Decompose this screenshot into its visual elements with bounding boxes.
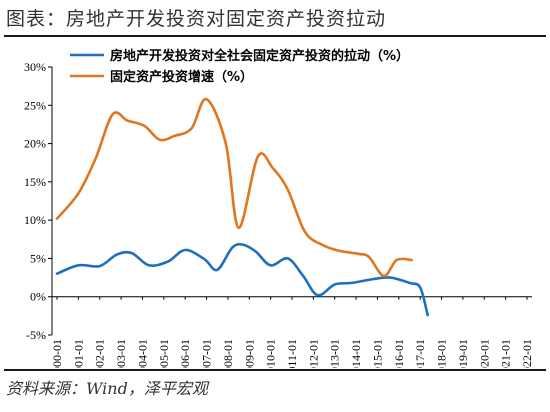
x-tick-label: 2000-01: [50, 339, 64, 368]
y-tick-label: 5%: [30, 251, 46, 265]
x-tick-label: 2009-01: [242, 339, 256, 368]
source-divider: [4, 369, 546, 371]
chart-axes: -5% 0% 5% 10% 15% 20% 25% 30% 2000-01 2001-01 2002…: [24, 60, 534, 368]
x-tick-label: 2017-01: [413, 339, 427, 368]
x-tick-label: 2005-01: [157, 339, 171, 368]
x-tick-label: 2006-01: [178, 339, 192, 368]
x-tick-label: 2007-01: [200, 339, 214, 368]
x-tick-label: 2011-01: [285, 339, 299, 368]
x-tick-label: 2014-01: [349, 339, 363, 368]
source-note: 资料来源：Wind，泽平宏观: [6, 379, 208, 398]
legend-label-2: 固定资产投资增速（%）: [110, 69, 253, 85]
legend-label-1: 房地产开发投资对全社会固定资产投资的拉动（%）: [110, 48, 409, 64]
y-tick-label: 10%: [24, 213, 46, 227]
chart-legend: 房地产开发投资对全社会固定资产投资的拉动（%） 固定资产投资增速（%）: [70, 48, 409, 85]
x-tick-label: 2019-01: [456, 339, 470, 368]
x-tick-label: 2013-01: [328, 339, 342, 368]
line-chart: -5% 0% 5% 10% 15% 20% 25% 30% 2000-01 2001-01 2002…: [24, 48, 534, 368]
x-tick-label: 2004-01: [135, 339, 149, 368]
series-line-1: [55, 242, 429, 317]
x-tick-label: 2012-01: [306, 339, 320, 368]
x-tick-label: 2003-01: [114, 339, 128, 368]
x-tick-label: 2022-01: [520, 339, 534, 368]
y-tick-label: 15%: [24, 175, 46, 189]
x-tick-label: 2021-01: [499, 339, 513, 368]
x-tick-label: 2016-01: [392, 339, 406, 368]
x-tick-label: 2002-01: [93, 339, 107, 368]
y-tick-label: 0%: [30, 290, 46, 304]
x-tick-label: 2001-01: [71, 339, 85, 368]
x-tick-label: 2015-01: [370, 339, 384, 368]
page-title: 图表：房地产开发投资对固定资产投资拉动: [6, 8, 387, 30]
chart-series-layer: [55, 97, 429, 317]
x-tick-label: 2008-01: [221, 339, 235, 368]
x-tick-label: 2010-01: [264, 339, 278, 368]
y-tick-label: 25%: [24, 98, 46, 112]
y-tick-label: 20%: [24, 137, 46, 151]
y-tick-label: 30%: [24, 60, 46, 74]
title-divider: [4, 35, 546, 37]
x-tick-label: 2018-01: [435, 339, 449, 368]
x-tick-label: 2020-01: [477, 339, 491, 368]
y-tick-label: -5%: [26, 328, 46, 342]
series-line-2: [55, 97, 413, 278]
